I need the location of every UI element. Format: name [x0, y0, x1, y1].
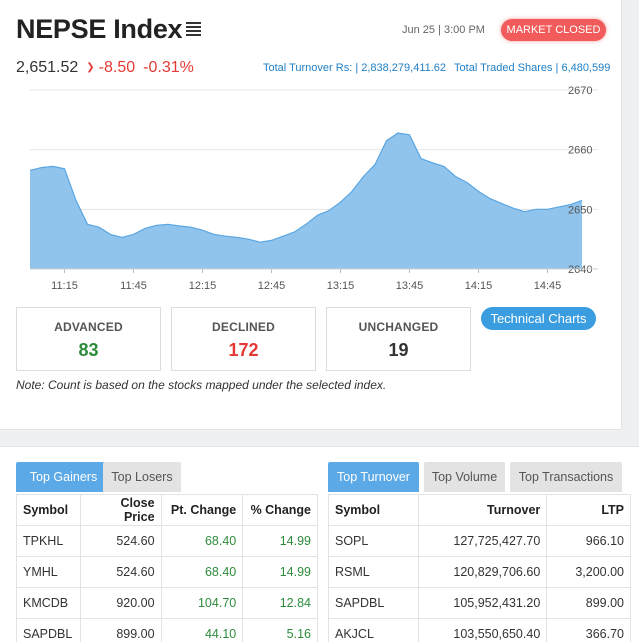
menu-icon[interactable] — [186, 22, 201, 37]
symbol-cell[interactable]: SAPDBL — [16, 618, 81, 642]
symbol-cell[interactable]: KMCDB — [16, 587, 81, 619]
ltp-cell: 899.00 — [546, 587, 631, 619]
x-tick-label: 11:45 — [120, 280, 147, 292]
total-traded-shares: Total Traded Shares | 6,480,599 — [454, 62, 611, 74]
index-card: NEPSE Index Jun 25 | 3:00 PM MARKET CLOS… — [0, 0, 622, 430]
index-percent-change: -0.31% — [143, 59, 194, 76]
symbol-cell[interactable]: SAPDBL — [328, 587, 419, 619]
x-tick-label: 12:45 — [258, 280, 286, 292]
top-turnover-table: Symbol Turnover LTP SOPL 127,725,427.70 … — [328, 494, 631, 642]
declined-count: 172 — [228, 340, 259, 360]
x-tick-label: 11:15 — [51, 280, 78, 292]
table-header-row: Symbol Close Price Pt. Change % Change — [16, 494, 318, 526]
col-pt-change: Pt. Change — [160, 494, 244, 526]
close-price-cell: 899.00 — [79, 618, 162, 642]
y-tick-label: 2660 — [568, 145, 592, 157]
x-tick-label: 13:15 — [327, 280, 355, 292]
symbol-cell[interactable]: YMHL — [16, 556, 81, 588]
top-gainers-table: Symbol Close Price Pt. Change % Change T… — [16, 494, 318, 642]
unchanged-count: 19 — [388, 340, 409, 360]
market-datetime: Jun 25 | 3:00 PM — [402, 24, 485, 36]
col-symbol: Symbol — [328, 494, 419, 526]
unchanged-label: UNCHANGED — [358, 320, 439, 334]
table-row[interactable]: AKJCL 103,550,650.40 366.70 — [328, 618, 631, 642]
tab-top-gainers[interactable]: Top Gainers — [16, 462, 111, 492]
ltp-cell: 3,200.00 — [546, 556, 631, 588]
unchanged-box: UNCHANGED 19 — [326, 307, 471, 371]
declined-label: DECLINED — [212, 320, 275, 334]
col-symbol: Symbol — [16, 494, 81, 526]
table-header-row: Symbol Turnover LTP — [328, 494, 631, 526]
top-stocks-card: Top Gainers Top Losers Top Turnover Top … — [0, 446, 639, 642]
table-row[interactable]: RSML 120,829,706.60 3,200.00 — [328, 556, 631, 588]
y-tick-label: 2650 — [568, 204, 592, 216]
pt-change-cell: 104.70 — [160, 587, 244, 619]
pct-change-cell: 5.16 — [242, 618, 318, 642]
index-summary: 2,651.52 ❯ -8.50 -0.31% — [16, 59, 194, 77]
close-price-cell: 524.60 — [79, 556, 162, 588]
advanced-count: 83 — [78, 340, 99, 360]
pct-change-cell: 12.84 — [242, 587, 318, 619]
symbol-cell[interactable]: SOPL — [328, 525, 419, 557]
col-close-price: Close Price — [79, 494, 162, 526]
down-arrow-icon: ❯ — [86, 62, 95, 73]
declined-box: DECLINED 172 — [171, 307, 316, 371]
y-tick-label: 2640 — [568, 264, 592, 276]
index-area-chart[interactable]: 2640 2650 2660 2670 11:15 11:45 12:15 12:45 13:1… — [0, 82, 622, 297]
turnover-cell: 127,725,427.70 — [417, 525, 548, 557]
turnover-cell: 105,952,431.20 — [417, 587, 548, 619]
tab-top-volume[interactable]: Top Volume — [424, 462, 505, 492]
ltp-cell: 366.70 — [546, 618, 631, 642]
index-change: -8.50 — [98, 59, 136, 76]
advanced-box: ADVANCED 83 — [16, 307, 161, 371]
symbol-cell[interactable]: AKJCL — [328, 618, 419, 642]
market-status-badge: MARKET CLOSED — [501, 19, 606, 41]
ltp-cell: 966.10 — [546, 525, 631, 557]
turnover-summary: Total Turnover Rs: | 2,838,279,411.62 Tot… — [263, 62, 610, 74]
tab-top-turnover[interactable]: Top Turnover — [328, 462, 419, 492]
index-area-fill — [30, 133, 582, 269]
pct-change-cell: 14.99 — [242, 525, 318, 557]
close-price-cell: 920.00 — [79, 587, 162, 619]
close-price-cell: 524.60 — [79, 525, 162, 557]
symbol-cell[interactable]: RSML — [328, 556, 419, 588]
pt-change-cell: 68.40 — [160, 556, 244, 588]
pt-change-cell: 44.10 — [160, 618, 244, 642]
index-value: 2,651.52 — [16, 59, 79, 76]
turnover-cell: 120,829,706.60 — [417, 556, 548, 588]
technical-charts-button[interactable]: Technical Charts — [481, 307, 596, 330]
index-note: Note: Count is based on the stocks mappe… — [16, 378, 387, 392]
table-row[interactable]: SAPDBL 899.00 44.10 5.16 — [16, 618, 318, 642]
x-tick-label: 14:15 — [465, 280, 493, 292]
page-title: NEPSE Index — [16, 14, 183, 44]
index-line — [29, 132, 583, 243]
y-tick-label: 2670 — [568, 85, 592, 97]
pt-change-cell: 68.40 — [160, 525, 244, 557]
table-row[interactable]: SAPDBL 105,952,431.20 899.00 — [328, 587, 631, 619]
x-tick-label: 13:45 — [396, 280, 424, 292]
table-row[interactable]: KMCDB 920.00 104.70 12.84 — [16, 587, 318, 619]
table-row[interactable]: YMHL 524.60 68.40 14.99 — [16, 556, 318, 588]
tab-top-transactions[interactable]: Top Transactions — [510, 462, 622, 492]
total-turnover: Total Turnover Rs: | 2,838,279,411.62 — [263, 62, 447, 74]
advanced-label: ADVANCED — [54, 320, 123, 334]
symbol-cell[interactable]: TPKHL — [16, 525, 81, 557]
pct-change-cell: 14.99 — [242, 556, 318, 588]
x-tick-label: 12:15 — [189, 280, 217, 292]
table-row[interactable]: SOPL 127,725,427.70 966.10 — [328, 525, 631, 557]
x-tick-label: 14:45 — [534, 280, 562, 292]
col-pct-change: % Change — [242, 494, 318, 526]
tab-top-losers[interactable]: Top Losers — [103, 462, 181, 492]
turnover-cell: 103,550,650.40 — [417, 618, 548, 642]
col-turnover: Turnover — [417, 494, 548, 526]
col-ltp: LTP — [546, 494, 631, 526]
table-row[interactable]: TPKHL 524.60 68.40 14.99 — [16, 525, 318, 557]
